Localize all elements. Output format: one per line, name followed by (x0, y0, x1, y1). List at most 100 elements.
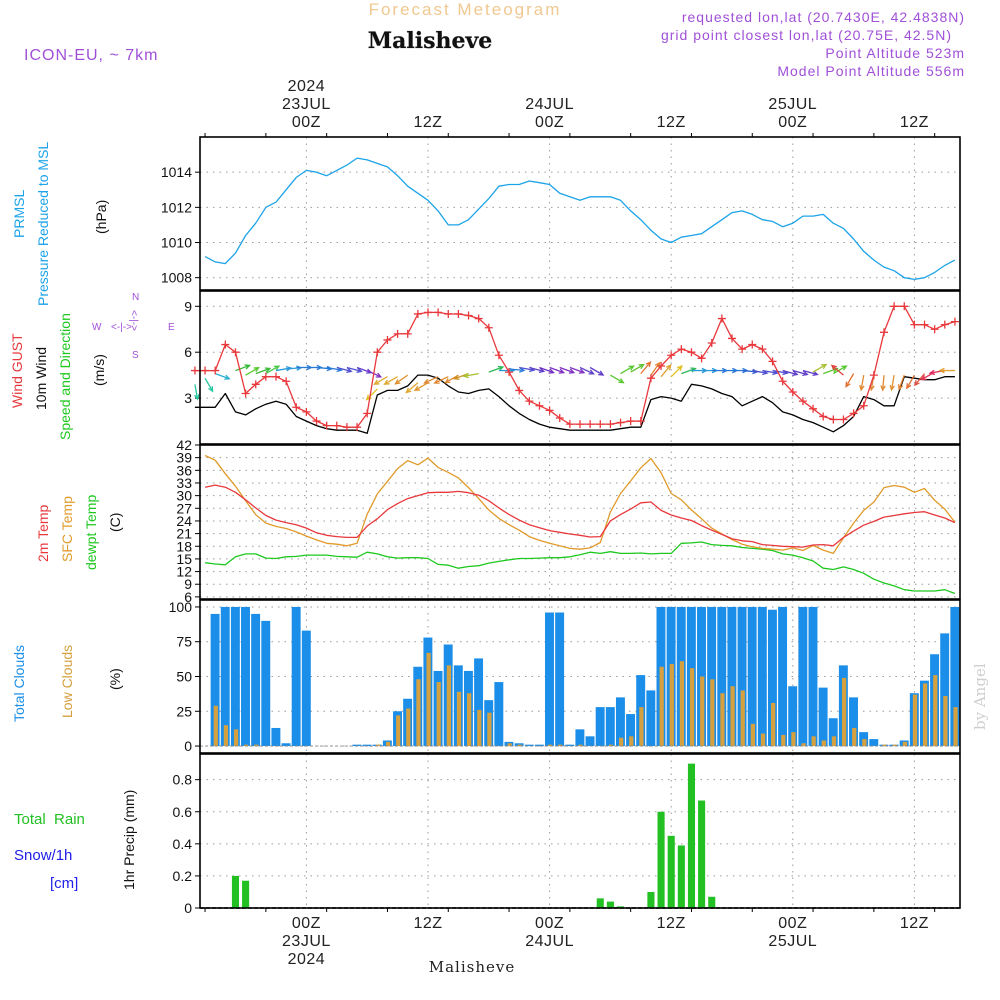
low-clouds-bar (831, 736, 837, 747)
wind-gust-marker (403, 329, 412, 338)
precip-ytick-label: 0.8 (173, 772, 193, 788)
low-clouds-bar (700, 676, 705, 747)
wind-arrow-head (568, 368, 576, 374)
low-clouds-bar (821, 740, 826, 747)
wind-gust-marker (667, 351, 676, 360)
compass-horizontal-arrow: <-|-> (111, 322, 132, 333)
wind-arrow-head (821, 363, 828, 370)
wind-arrow-shaft (812, 364, 827, 373)
total-clouds-bar (534, 744, 544, 747)
low-clouds-bar (882, 744, 887, 747)
wind-arrow-shaft (650, 362, 661, 376)
clouds-ytick-label: 0 (184, 738, 192, 754)
wind-direction-arrow (423, 376, 439, 384)
wind-gust-marker (292, 403, 301, 412)
wind-gust-marker (261, 372, 270, 381)
wind-gust-marker (241, 389, 250, 398)
low-clouds-bar (730, 686, 735, 747)
wind-arrow-head (548, 368, 555, 374)
rain-bar (667, 835, 675, 908)
clouds-ytick-label: 100 (169, 599, 193, 615)
low-clouds-bar (811, 736, 816, 747)
total-clouds-bar (818, 687, 828, 747)
wind-arrow-shaft (336, 366, 352, 373)
wind-arrow-head (913, 380, 920, 387)
wind-arrow-shaft (509, 368, 525, 371)
rain-bar (647, 891, 655, 908)
wind-direction-arrow (812, 363, 828, 373)
low-clouds-bar (456, 691, 462, 747)
low-clouds-bar (639, 707, 644, 747)
wind-direction-arrow (214, 373, 231, 380)
top-time-label: 00Z (778, 114, 807, 131)
low-clouds-bar (740, 690, 745, 747)
low-clouds-bar (943, 695, 948, 747)
low-clouds-bar (608, 744, 614, 747)
wind-unit: (m/s) (91, 354, 107, 386)
wind-arrow-head (880, 385, 886, 392)
temp-2m-label: 2m Temp (35, 504, 51, 562)
wind-gust-marker (413, 309, 422, 318)
wind-arrow-shaft (463, 372, 479, 377)
wind-gust-label: Wind GUST (9, 333, 25, 408)
wind-direction-arrow (488, 365, 505, 373)
wind-arrow-shaft (235, 364, 250, 372)
wind-arrow-shaft (802, 369, 818, 376)
wind-direction-arrow (792, 369, 809, 377)
total-clouds-bar (828, 718, 838, 747)
wind-direction-arrow (509, 367, 526, 373)
low-clouds-bar (923, 683, 928, 747)
wind-direction-arrow (845, 373, 855, 388)
wind-direction-arrow (462, 372, 479, 379)
wind-arrow-head (665, 364, 672, 371)
total-clouds-bar (747, 606, 757, 747)
precip-side-labels: Total Rain Snow/1h [cm] 1hr Precip (mm) (14, 790, 137, 892)
total-clouds-bar (261, 620, 271, 747)
wind-gust-marker (251, 380, 260, 389)
bottom-time-label: 24JUL (525, 933, 574, 950)
compass-west: W (92, 322, 102, 333)
wind-arrow-shaft (831, 365, 844, 376)
low-clouds-bar (852, 727, 857, 747)
wind-gust-marker (464, 311, 473, 320)
wind-direction-arrow (610, 374, 625, 384)
compass-north: N (132, 292, 139, 303)
wind-gust-marker (312, 417, 321, 426)
wind-arrow-shaft (255, 367, 271, 375)
total-clouds-bar (767, 609, 777, 747)
wind-arrow-head (645, 360, 652, 368)
wind-direction-arrow (880, 375, 886, 392)
wind-arrow-head (224, 374, 231, 380)
wind-direction-arrow (549, 366, 566, 374)
total-clouds-bar (575, 729, 585, 747)
wind-direction-arrow (640, 360, 652, 375)
wind-direction-arrow (589, 366, 605, 376)
wind-gust-marker (809, 404, 818, 413)
total-clouds-bar (210, 613, 220, 747)
wind-arrow-shaft (620, 365, 634, 375)
clouds-ytick-label: 50 (176, 669, 192, 685)
wind-arrow-shaft (670, 365, 683, 378)
rain-bar (657, 811, 665, 908)
wind-direction-arrow (336, 366, 353, 373)
pressure-side-labels: PRMSL Pressure Reduced to MSL (hPa) (11, 142, 109, 306)
total-clouds-bar (565, 744, 575, 747)
rain-bar (687, 763, 696, 908)
rain-bar (698, 800, 706, 908)
clouds-frame (199, 599, 961, 754)
wind-arrow-shaft (214, 373, 230, 380)
wind-direction-arrow (782, 369, 799, 377)
total-clouds-bar (788, 686, 798, 747)
wind-arrow-shaft (589, 366, 604, 376)
wind-direction-arrow (630, 363, 645, 373)
wind-arrow-shaft (488, 366, 504, 373)
total-clouds-bar (524, 744, 534, 747)
temp-2m-line (204, 484, 956, 548)
low-clouds-bar (578, 744, 583, 747)
total-clouds-bar (808, 606, 818, 747)
wind-direction-arrow (913, 373, 926, 387)
bottom-time-label: 00Z (778, 915, 807, 932)
precip-frame (199, 753, 961, 909)
wind-arrow-head (889, 384, 895, 392)
